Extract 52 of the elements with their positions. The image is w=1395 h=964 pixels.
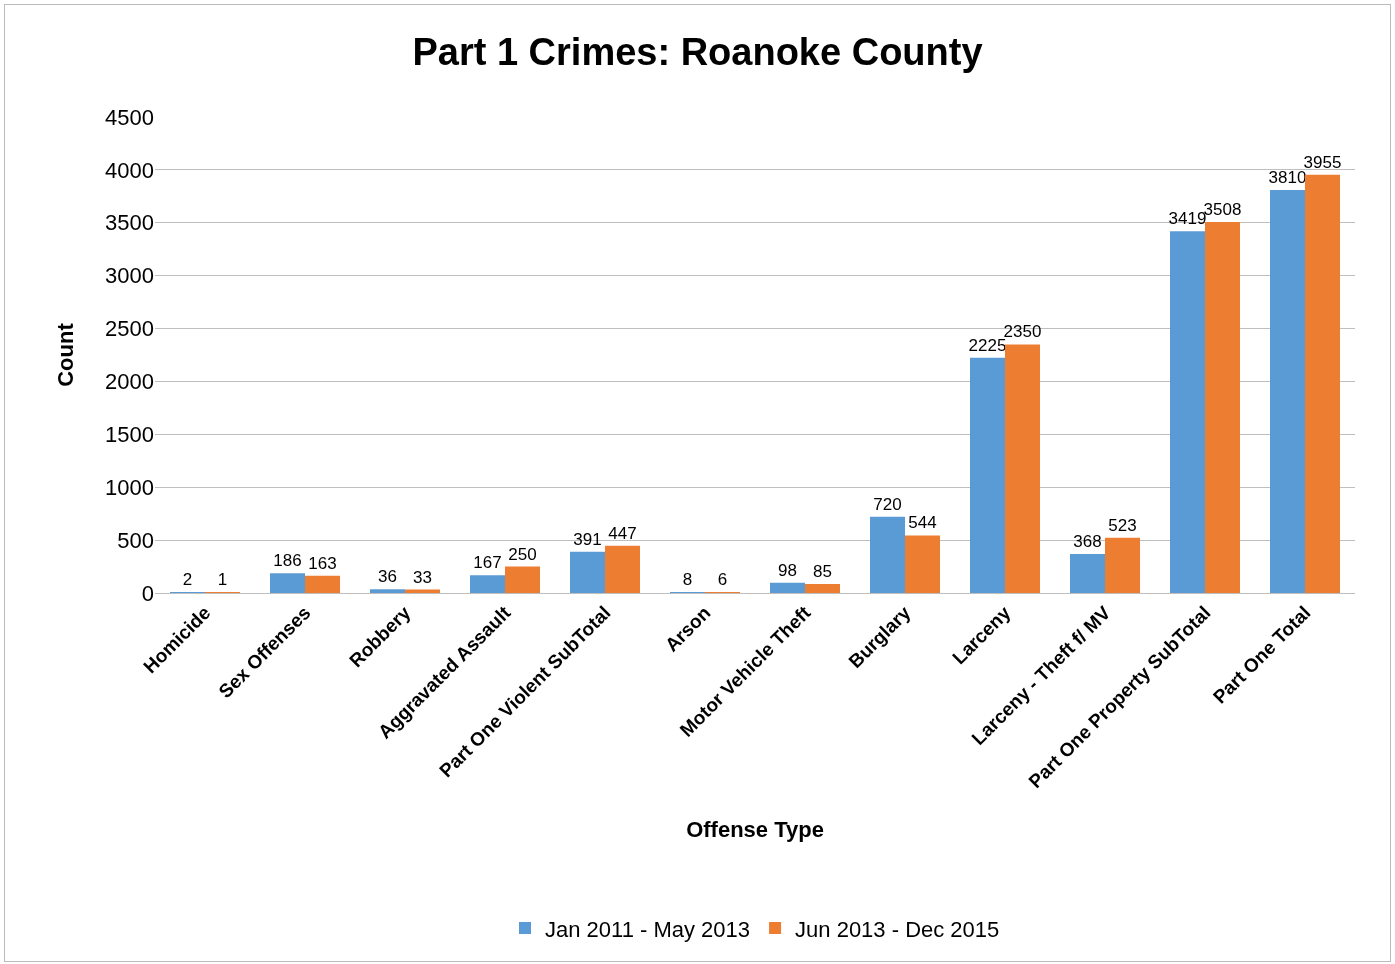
data-label: 163: [308, 553, 337, 573]
legend-label: Jan 2011 - May 2013: [545, 916, 751, 942]
y-tick-label: 3000: [105, 263, 154, 289]
data-label: 2: [182, 570, 193, 589]
bar: [1170, 231, 1205, 593]
data-label: 85: [813, 562, 832, 582]
data-label: 186: [273, 551, 302, 571]
bar: [305, 575, 340, 593]
bar: [970, 357, 1005, 593]
bar: [1005, 344, 1040, 593]
bar: [1070, 554, 1105, 593]
y-tick-label: 4500: [105, 104, 154, 130]
x-axis-title: Offense Type: [686, 816, 824, 842]
data-label: 544: [908, 513, 937, 533]
bar: [470, 575, 505, 593]
data-label: 391: [573, 529, 602, 549]
data-label: 6: [717, 570, 728, 589]
bar: [1270, 189, 1305, 593]
bar: [805, 584, 840, 593]
y-tick-label: 0: [141, 580, 154, 606]
data-label: 250: [508, 544, 537, 564]
data-label: 33: [413, 567, 432, 587]
data-label: 36: [378, 567, 397, 587]
bar: [870, 516, 905, 593]
data-label: 368: [1073, 532, 1102, 552]
bar: [270, 573, 305, 593]
bar: [570, 551, 605, 593]
data-label: 523: [1108, 515, 1137, 535]
bar: [770, 582, 805, 593]
y-tick-label: 4000: [105, 157, 154, 183]
y-tick-label: 2000: [105, 369, 154, 395]
data-label: 8: [682, 570, 693, 589]
y-tick-label: 2500: [105, 316, 154, 342]
data-label: 720: [873, 494, 902, 514]
data-label: 447: [608, 523, 637, 543]
bar: [1205, 221, 1240, 593]
bar: [905, 535, 940, 593]
y-tick-label: 1500: [105, 422, 154, 448]
y-tick-label: 3500: [105, 210, 154, 236]
y-tick-label: 1000: [105, 474, 154, 500]
legend-label: Jun 2013 - Dec 2015: [795, 916, 1000, 942]
bar: [505, 566, 540, 593]
data-label: 167: [473, 553, 502, 573]
y-axis-title: Count: [52, 322, 78, 387]
y-tick-label: 500: [117, 527, 154, 553]
data-label: 1: [217, 570, 228, 589]
bar: [1105, 537, 1140, 593]
chart-title: Part 1 Crimes: Roanoke County: [412, 31, 983, 74]
bar: [370, 589, 405, 593]
bar: [1305, 174, 1340, 593]
bar: [605, 545, 640, 593]
data-label: 98: [778, 560, 797, 580]
